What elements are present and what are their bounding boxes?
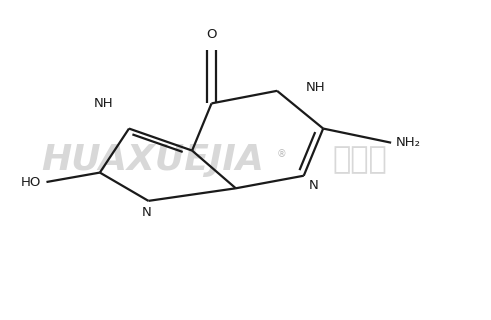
Text: NH: NH	[306, 81, 326, 94]
Text: ®: ®	[277, 149, 287, 159]
Text: O: O	[206, 28, 217, 41]
Text: 科学加: 科学加	[333, 146, 387, 174]
Text: N: N	[141, 205, 151, 219]
Text: NH₂: NH₂	[396, 136, 421, 149]
Text: HUAXUEJIA: HUAXUEJIA	[42, 143, 265, 177]
Text: HO: HO	[21, 175, 42, 188]
Text: NH: NH	[94, 97, 113, 110]
Text: N: N	[309, 179, 318, 192]
